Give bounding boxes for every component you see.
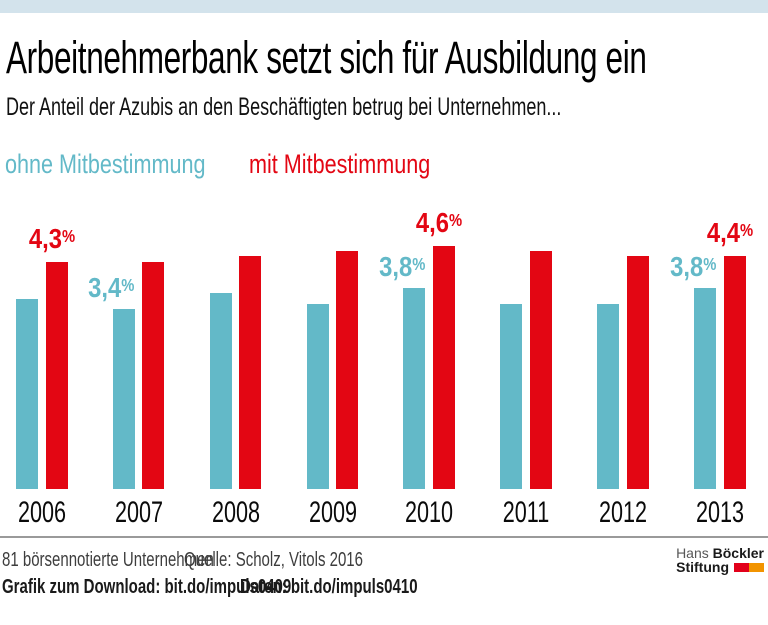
value-label: 4,3% bbox=[28, 222, 76, 254]
top-band bbox=[0, 0, 768, 13]
year-label-2008: 2008 bbox=[211, 496, 260, 529]
bar-mit-2013 bbox=[723, 256, 746, 489]
bar-ohne-2013 bbox=[694, 287, 717, 489]
year-label-2006: 2006 bbox=[17, 496, 67, 529]
bar-mit-2010 bbox=[432, 245, 455, 489]
hans-boeckler-stiftung-logo: Hans Böckler Stiftung bbox=[676, 546, 764, 574]
bar-ohne-2008 bbox=[209, 293, 232, 489]
logo-stiftung: Stiftung bbox=[676, 559, 729, 575]
bar-group-2009: 2009 bbox=[306, 199, 359, 529]
logo-line-1: Hans Böckler bbox=[676, 546, 764, 560]
footnote-sample: 81 börsennotierte Unternehmen bbox=[2, 549, 214, 571]
bar-group-2006: 4,3% 2006 bbox=[16, 199, 75, 529]
bar-mit-2006 bbox=[45, 261, 68, 489]
value-label: 4,4% bbox=[706, 217, 754, 249]
legend-ohne-mitbestimmung: ohne Mitbestimmung bbox=[5, 149, 206, 179]
bar-mit-2011 bbox=[529, 250, 552, 489]
value-label: 3,8% bbox=[379, 250, 426, 282]
bar-mit-2009 bbox=[336, 250, 359, 489]
bar-mit-2008 bbox=[239, 256, 262, 489]
page-subtitle: Der Anteil der Azubis an den Beschäftigt… bbox=[6, 93, 562, 121]
bar-group-2011: 2011 bbox=[500, 199, 552, 529]
year-label-2012: 2012 bbox=[599, 496, 648, 529]
bar-ohne-2009 bbox=[306, 303, 329, 489]
logo-line-2: Stiftung bbox=[676, 560, 764, 574]
legend-mit-mitbestimmung: mit Mitbestimmung bbox=[249, 149, 431, 179]
bar-ohne-2007 bbox=[112, 309, 135, 489]
year-label-2007: 2007 bbox=[114, 496, 163, 529]
bar-group-2008: 2008 bbox=[209, 199, 262, 529]
logo-mark-orange bbox=[749, 563, 764, 572]
year-label-2010: 2010 bbox=[405, 496, 454, 529]
bar-ohne-2006 bbox=[16, 298, 38, 489]
bar-group-2010: 3,8% 4,6% 2010 bbox=[379, 199, 462, 529]
bar-ohne-2012 bbox=[597, 303, 620, 489]
bar-group-2013: 3,8% 4,4% 2013 bbox=[670, 199, 753, 529]
bar-group-2007: 3,4% 2007 bbox=[89, 199, 165, 529]
logo-boeckler: Böckler bbox=[712, 545, 764, 561]
year-label-2013: 2013 bbox=[695, 496, 745, 529]
page-title: Arbeitnehmerbank setzt sich für Ausbildu… bbox=[6, 32, 647, 83]
year-label-2009: 2009 bbox=[308, 496, 357, 529]
logo-mark-red bbox=[734, 563, 749, 572]
footer-divider bbox=[0, 536, 768, 538]
year-label-2011: 2011 bbox=[503, 496, 550, 529]
bar-ohne-2011 bbox=[500, 303, 523, 489]
bar-ohne-2010 bbox=[403, 287, 426, 489]
value-label: 3,8% bbox=[669, 250, 717, 282]
value-label: 4,6% bbox=[416, 206, 463, 238]
bar-mit-2012 bbox=[626, 256, 649, 489]
bar-mit-2007 bbox=[142, 261, 165, 489]
footnote-download-link: Grafik zum Download: bit.do/impuls0409 bbox=[2, 576, 292, 598]
footnote-data-link: Daten: bit.do/impuls0410 bbox=[240, 576, 418, 598]
bar-chart: 4,3% 2006 3,4% 2007 2008 2009 3,8% 4,6% 2010 2011… bbox=[0, 199, 768, 529]
footnote-source: Quelle: Scholz, Vitols 2016 bbox=[184, 549, 364, 571]
value-label: 3,4% bbox=[88, 272, 135, 304]
bar-group-2012: 2012 bbox=[597, 199, 649, 529]
logo-hans: Hans bbox=[676, 545, 709, 561]
